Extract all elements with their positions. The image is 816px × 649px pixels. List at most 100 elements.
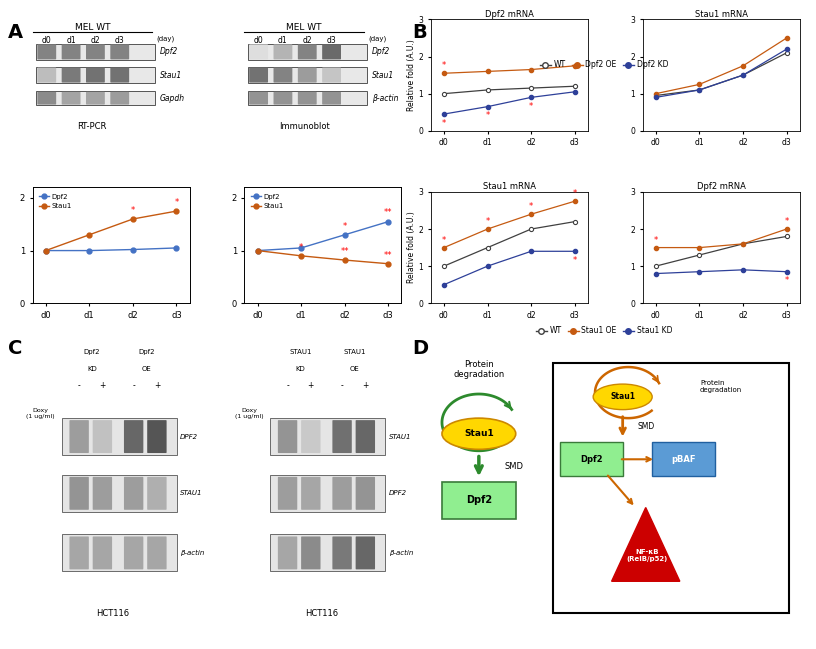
FancyBboxPatch shape — [652, 442, 715, 476]
Text: d3: d3 — [115, 36, 125, 45]
Text: Stau1: Stau1 — [610, 393, 635, 401]
Text: *: * — [654, 236, 658, 245]
Text: Dpf2: Dpf2 — [160, 47, 178, 56]
Text: Dpf2: Dpf2 — [466, 495, 492, 506]
FancyBboxPatch shape — [147, 477, 166, 509]
FancyBboxPatch shape — [86, 92, 104, 104]
Text: STAU1: STAU1 — [344, 349, 366, 354]
FancyBboxPatch shape — [301, 420, 321, 453]
Text: d1: d1 — [278, 36, 288, 45]
Text: *: * — [486, 111, 490, 120]
FancyBboxPatch shape — [124, 537, 144, 569]
Text: KD: KD — [295, 365, 305, 372]
FancyBboxPatch shape — [332, 477, 352, 509]
Text: +: + — [153, 381, 160, 390]
FancyBboxPatch shape — [61, 418, 177, 455]
Y-axis label: Relative fold (A.U.): Relative fold (A.U.) — [406, 39, 415, 111]
FancyBboxPatch shape — [278, 420, 297, 453]
Legend: WT, Stau1 OE, Stau1 KD: WT, Stau1 OE, Stau1 KD — [533, 323, 675, 339]
FancyBboxPatch shape — [38, 44, 56, 60]
FancyBboxPatch shape — [270, 475, 385, 512]
Text: KD: KD — [87, 365, 97, 372]
Text: Immunoblot: Immunoblot — [279, 121, 330, 130]
FancyBboxPatch shape — [147, 420, 166, 453]
FancyBboxPatch shape — [273, 67, 292, 82]
FancyBboxPatch shape — [69, 537, 89, 569]
Title: Stau1 mRNA: Stau1 mRNA — [483, 182, 536, 191]
FancyBboxPatch shape — [356, 477, 375, 509]
FancyBboxPatch shape — [69, 420, 89, 453]
Text: C: C — [8, 339, 23, 358]
FancyBboxPatch shape — [298, 92, 317, 104]
Legend: WT, Dpf2 OE, Dpf2 KD: WT, Dpf2 OE, Dpf2 KD — [537, 57, 671, 73]
Text: *: * — [131, 206, 135, 215]
FancyBboxPatch shape — [322, 67, 341, 82]
FancyBboxPatch shape — [93, 477, 112, 509]
FancyBboxPatch shape — [322, 92, 341, 104]
FancyBboxPatch shape — [86, 44, 104, 60]
FancyBboxPatch shape — [86, 67, 104, 82]
FancyBboxPatch shape — [332, 537, 352, 569]
Ellipse shape — [593, 384, 652, 410]
Text: DPF2: DPF2 — [388, 491, 406, 496]
Text: Stau1: Stau1 — [371, 71, 394, 80]
Text: *: * — [486, 217, 490, 226]
Title: Dpf2 mRNA: Dpf2 mRNA — [485, 10, 534, 19]
FancyBboxPatch shape — [69, 477, 89, 509]
Text: Dpf2: Dpf2 — [580, 455, 603, 464]
Text: d0: d0 — [42, 36, 51, 45]
FancyBboxPatch shape — [61, 475, 177, 512]
Text: -: - — [341, 381, 344, 390]
FancyBboxPatch shape — [273, 92, 292, 104]
Text: pBAF: pBAF — [672, 455, 696, 464]
Text: HCT116: HCT116 — [304, 609, 338, 618]
Text: Dpf2: Dpf2 — [371, 47, 390, 56]
Text: **: ** — [384, 251, 392, 260]
Text: SMD: SMD — [637, 422, 654, 431]
Text: *: * — [441, 119, 446, 127]
FancyBboxPatch shape — [322, 44, 341, 60]
Title: Stau1 mRNA: Stau1 mRNA — [694, 10, 747, 19]
FancyBboxPatch shape — [110, 67, 129, 82]
Text: Dpf2: Dpf2 — [138, 349, 155, 354]
FancyBboxPatch shape — [247, 92, 367, 105]
Text: d0: d0 — [254, 36, 264, 45]
FancyBboxPatch shape — [93, 537, 112, 569]
Text: *: * — [175, 198, 179, 207]
Text: RT-PCR: RT-PCR — [78, 121, 107, 130]
Text: *: * — [573, 256, 577, 265]
FancyBboxPatch shape — [124, 477, 144, 509]
FancyBboxPatch shape — [110, 92, 129, 104]
FancyBboxPatch shape — [36, 67, 155, 83]
Text: -: - — [286, 381, 289, 390]
Legend: Dpf2, Stau1: Dpf2, Stau1 — [36, 191, 74, 212]
Text: *: * — [529, 102, 534, 111]
FancyBboxPatch shape — [249, 92, 268, 104]
Text: MEL WT: MEL WT — [74, 23, 110, 32]
Text: STAU1: STAU1 — [289, 349, 312, 354]
FancyBboxPatch shape — [356, 537, 375, 569]
FancyBboxPatch shape — [249, 67, 268, 82]
FancyBboxPatch shape — [356, 420, 375, 453]
Text: Stau1: Stau1 — [464, 429, 494, 438]
Ellipse shape — [442, 418, 516, 449]
FancyBboxPatch shape — [36, 92, 155, 105]
Text: -: - — [132, 381, 135, 390]
Text: +: + — [362, 381, 369, 390]
Text: Protein
degradation: Protein degradation — [453, 360, 504, 380]
Text: Stau1: Stau1 — [160, 71, 182, 80]
FancyBboxPatch shape — [273, 44, 292, 60]
Text: Dpf2: Dpf2 — [84, 349, 100, 354]
Text: *: * — [441, 236, 446, 245]
Bar — [636, 192, 676, 303]
FancyBboxPatch shape — [38, 67, 56, 82]
Text: A: A — [8, 23, 24, 42]
Text: MEL WT: MEL WT — [286, 23, 322, 32]
Text: Protein
degradation: Protein degradation — [700, 380, 743, 393]
Text: STAU1: STAU1 — [388, 434, 411, 439]
Text: d2: d2 — [91, 36, 100, 45]
Text: *: * — [529, 202, 534, 211]
Text: β-actin: β-actin — [388, 550, 413, 556]
FancyBboxPatch shape — [298, 67, 317, 82]
Text: OE: OE — [350, 365, 360, 372]
